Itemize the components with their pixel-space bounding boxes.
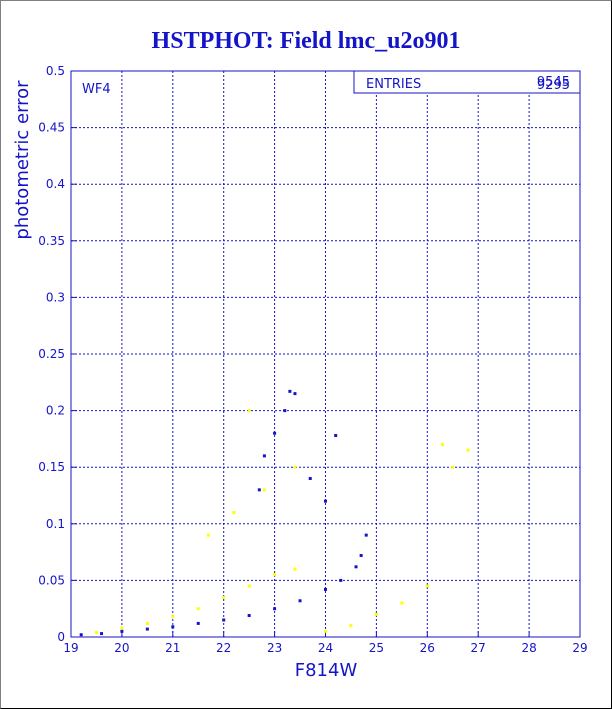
data-point xyxy=(222,595,226,599)
data-point xyxy=(145,627,149,631)
data-point xyxy=(273,573,277,577)
data-point xyxy=(262,488,266,492)
y-tick-label: 0.1 xyxy=(46,517,65,531)
data-point xyxy=(247,584,251,588)
data-point xyxy=(273,607,277,611)
data-point xyxy=(293,465,297,469)
data-point xyxy=(222,618,226,622)
data-point xyxy=(308,477,312,481)
data-point xyxy=(171,615,175,619)
data-point xyxy=(374,612,378,616)
grid-lines xyxy=(70,70,581,638)
data-point xyxy=(425,584,429,588)
data-point xyxy=(293,392,297,396)
data-point xyxy=(171,625,175,629)
x-tick-label: 21 xyxy=(165,641,180,655)
data-point xyxy=(349,624,353,628)
y-tick-labels: 0 0.05 0.1 0.15 0.2 0.25 0.3 0.35 0.4 0.45 0.5 xyxy=(38,64,65,644)
data-point xyxy=(120,626,124,630)
stats-label: ENTRIES xyxy=(366,77,421,92)
data-point xyxy=(324,499,327,503)
x-tick-label: 27 xyxy=(471,641,486,655)
y-tick-label: 0.05 xyxy=(38,573,65,587)
y-tick-label: 0.5 xyxy=(46,64,65,78)
x-tick-label: 28 xyxy=(521,641,536,655)
x-tick-label: 25 xyxy=(369,641,384,655)
data-point xyxy=(100,632,104,636)
x-tick-label: 26 xyxy=(420,641,435,655)
stats-value-2: 9295 xyxy=(537,78,570,93)
y-axis-label: photometric error xyxy=(12,80,33,240)
data-point xyxy=(247,613,251,617)
x-tick-label: 19 xyxy=(63,641,78,655)
data-point xyxy=(339,578,343,582)
data-point xyxy=(364,533,368,537)
y-tick-label: 0.3 xyxy=(46,290,65,304)
y-tick-label: 0.25 xyxy=(38,347,65,361)
stats-box: ENTRIES 9545 9295 xyxy=(353,70,581,94)
y-tick-label: 0 xyxy=(57,630,65,644)
data-point xyxy=(257,488,261,492)
data-point xyxy=(324,587,327,591)
data-point xyxy=(206,533,210,537)
x-tick-label: 23 xyxy=(267,641,282,655)
data-point xyxy=(354,565,358,569)
chart-title: HSTPHOT: Field lmc_u2o901 xyxy=(152,28,461,54)
panel-label: WF4 xyxy=(82,82,111,97)
data-point xyxy=(288,389,292,393)
data-point xyxy=(196,621,200,625)
data-point xyxy=(451,465,455,469)
y-tick-label: 0.15 xyxy=(38,460,65,474)
y-tick-label: 0.35 xyxy=(38,234,65,248)
data-point xyxy=(232,510,236,514)
x-axis-label: F814W xyxy=(295,660,358,681)
x-tick-label: 29 xyxy=(572,641,587,655)
data-point xyxy=(293,567,297,571)
data-point xyxy=(120,629,124,633)
y-tick-label: 0.4 xyxy=(46,177,65,191)
x-tick-label: 20 xyxy=(114,641,129,655)
data-point xyxy=(196,607,200,611)
plot-frame xyxy=(70,70,581,638)
data-point xyxy=(145,621,149,625)
y-tick-label: 0.45 xyxy=(38,121,65,135)
data-point xyxy=(466,448,470,452)
data-point xyxy=(79,633,83,637)
data-point xyxy=(273,431,277,435)
data-point xyxy=(94,630,98,634)
data-point xyxy=(283,409,287,413)
data-point xyxy=(334,434,338,438)
data-points xyxy=(79,389,470,637)
data-point xyxy=(359,553,363,557)
data-point xyxy=(247,409,251,413)
data-point xyxy=(262,454,266,458)
y-tick-label: 0.2 xyxy=(46,404,65,418)
x-tick-label: 22 xyxy=(216,641,231,655)
x-tick-labels: 19 20 21 22 23 24 25 26 27 28 29 xyxy=(63,641,587,655)
data-point xyxy=(441,443,445,447)
data-point xyxy=(400,601,404,605)
data-point xyxy=(324,629,327,633)
stats-value-1: 9545 xyxy=(537,75,570,90)
x-tick-label: 24 xyxy=(318,641,333,655)
data-point xyxy=(298,599,302,603)
